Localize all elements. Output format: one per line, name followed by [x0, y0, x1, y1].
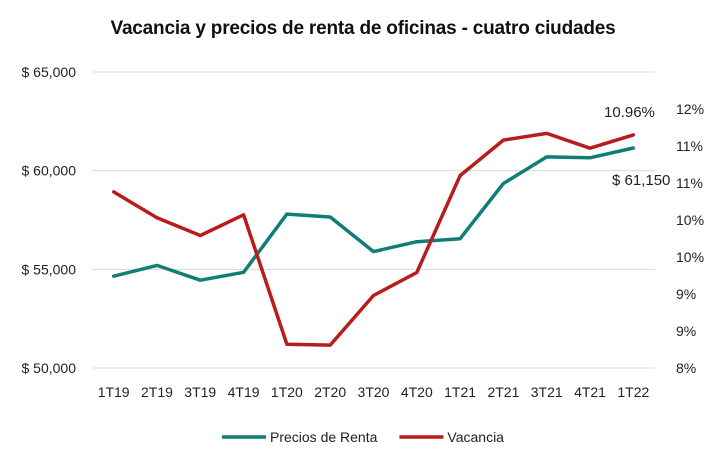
y-right-tick-label: 9%: [676, 323, 696, 339]
x-tick-label: 3T21: [531, 384, 563, 400]
x-tick-label: 1T19: [98, 384, 130, 400]
x-tick-label: 1T22: [617, 384, 649, 400]
legend-label: Precios de Renta: [270, 429, 378, 445]
x-tick-label: 2T19: [141, 384, 173, 400]
y-right-tick-label: 10%: [676, 249, 704, 265]
x-tick-label: 1T20: [271, 384, 303, 400]
series-line-vacancia: [111, 131, 636, 347]
data-label-precios: $ 61,150: [612, 172, 670, 189]
legend-label: Vacancia: [447, 429, 504, 445]
y-right-tick-label: 11%: [676, 175, 703, 191]
x-tick-label: 2T20: [314, 384, 346, 400]
y-left-tick-label: $ 60,000: [22, 163, 77, 179]
x-tick-label: 4T21: [574, 384, 606, 400]
y-left-tick-label: $ 65,000: [22, 64, 77, 80]
x-tick-label: 2T21: [487, 384, 519, 400]
y-right-tick-label: 11%: [676, 138, 703, 154]
y-left-tick-label: $ 55,000: [22, 261, 77, 277]
y-right-tick-label: 10%: [676, 212, 704, 228]
x-tick-label: 4T19: [228, 384, 260, 400]
chart-title: Vacancia y precios de renta de oficinas …: [110, 18, 616, 39]
x-tick-label: 3T19: [184, 384, 216, 400]
x-tick-label: 4T20: [401, 384, 433, 400]
series-line-precios-de-renta: [111, 146, 636, 282]
y-right-tick-label: 9%: [676, 286, 696, 302]
x-tick-label: 3T20: [358, 384, 390, 400]
y-right-tick-label: 12%: [676, 101, 704, 117]
y-left-tick-label: $ 50,000: [22, 360, 77, 376]
y-right-tick-label: 8%: [676, 360, 696, 376]
x-tick-label: 1T21: [444, 384, 476, 400]
data-label-vacancia: 10.96%: [604, 104, 655, 121]
